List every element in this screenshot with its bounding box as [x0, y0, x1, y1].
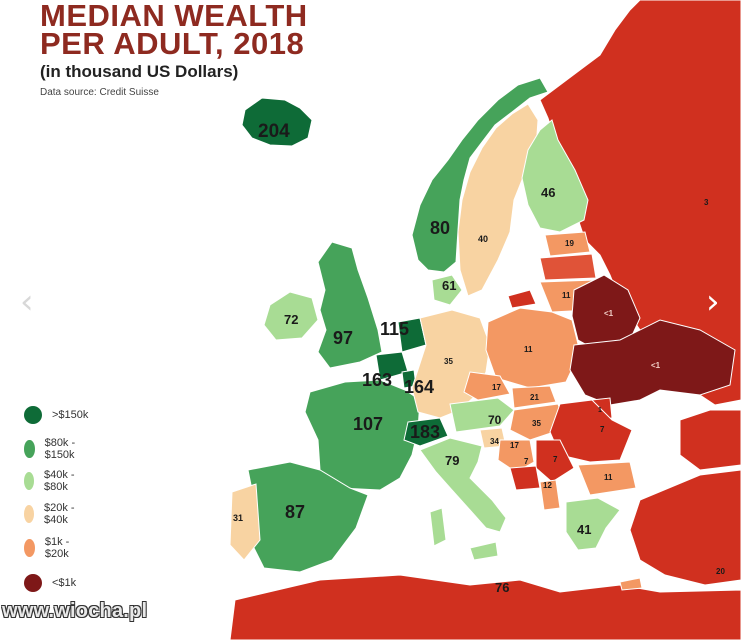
legend-label: $40k - $80k	[43, 469, 75, 493]
region-russia	[539, 0, 741, 406]
region-france	[304, 379, 421, 491]
value-russia: 3	[704, 198, 709, 207]
legend-label: <$1k	[52, 577, 77, 589]
value-netherlands: 115	[380, 319, 409, 339]
region-sardinia	[429, 507, 447, 547]
title-line-1: MEDIAN WEALTH	[40, 0, 308, 33]
region-estonia	[544, 231, 591, 257]
next-image-button[interactable]: ›	[706, 282, 720, 322]
region-uk	[317, 241, 383, 369]
region-greece	[565, 497, 621, 551]
value-belgium: 163	[362, 370, 392, 390]
value-uk: 97	[333, 328, 353, 348]
value-bulgaria: 11	[604, 473, 613, 482]
region-italy	[419, 437, 507, 533]
region-kaliningrad	[507, 289, 537, 309]
region-sicily	[469, 541, 499, 561]
country-value-labels: 204 80 40 46 61 72 97 115 163 164 107 18…	[233, 121, 725, 595]
region-norway	[411, 77, 549, 273]
region-czechia	[463, 371, 511, 401]
watermark-text: www.wiocha.pl	[2, 600, 148, 622]
value-spain: 87	[285, 502, 305, 522]
value-germany: 35	[444, 357, 453, 366]
legend-swatch	[24, 574, 42, 592]
value-france: 107	[353, 414, 383, 434]
legend-item: <$1k	[24, 572, 76, 594]
value-hungary: 35	[532, 419, 541, 428]
legend-item: $80k - $150k	[24, 437, 82, 461]
value-slovakia: 21	[530, 393, 539, 402]
value-switzerland: 183	[410, 422, 440, 442]
value-slovenia: 34	[490, 437, 499, 446]
region-cyprus	[619, 577, 643, 591]
data-source: Data source: Credit Suisse	[40, 87, 159, 98]
value-bosnia: 7	[524, 457, 529, 466]
legend-swatch	[24, 539, 35, 557]
legend-swatch	[24, 472, 34, 490]
region-portugal	[229, 483, 261, 561]
title-line-2: PER ADULT, 2018	[40, 26, 305, 61]
value-croatia: 17	[510, 441, 519, 450]
legend-item: $1k - $20k	[24, 536, 76, 560]
value-czechia: 17	[492, 383, 501, 392]
chart-subtitle: (in thousand US Dollars)	[40, 62, 239, 81]
region-austria	[449, 397, 515, 433]
legend-swatch	[24, 406, 42, 424]
region-bulgaria	[577, 461, 637, 496]
value-poland: 11	[524, 345, 533, 354]
region-caucasus	[679, 409, 741, 471]
legend-item: $20k - $40k	[24, 502, 76, 526]
region-north-africa	[229, 574, 741, 640]
value-moldova: 1	[598, 407, 602, 414]
region-sweden	[457, 103, 539, 297]
legend-swatch	[24, 505, 34, 523]
value-ukraine: <1	[651, 361, 661, 370]
legend-label: >$150k	[52, 409, 89, 421]
value-serbia: 7	[553, 455, 558, 464]
region-turkey	[629, 469, 741, 586]
value-norway: 80	[430, 218, 450, 238]
value-ireland: 72	[284, 312, 298, 327]
previous-image-button[interactable]: ‹	[20, 282, 34, 322]
region-bosnia	[509, 465, 541, 491]
region-slovakia	[511, 385, 557, 409]
value-denmark: 61	[442, 278, 456, 293]
region-ukraine	[569, 319, 736, 406]
region-denmark	[431, 274, 463, 306]
region-latvia	[539, 253, 597, 281]
region-finland	[521, 119, 589, 233]
value-iceland: 204	[258, 121, 290, 142]
region-iceland	[241, 97, 313, 147]
value-estonia: 19	[565, 239, 574, 248]
value-romania: 7	[600, 425, 605, 434]
region-serbia	[535, 439, 575, 483]
chart-title: MEDIAN WEALTH PER ADULT, 2018	[40, 0, 308, 61]
value-italy: 79	[445, 453, 459, 468]
value-albania: 12	[543, 481, 552, 490]
legend-label: $1k - $20k	[44, 536, 70, 560]
region-ireland	[263, 291, 319, 341]
value-lithuania: 11	[562, 291, 571, 300]
value-greece: 41	[577, 522, 591, 537]
value-turkey: 20	[716, 567, 725, 576]
value-malta: 76	[495, 580, 509, 595]
legend-label: $80k - $150k	[44, 437, 76, 461]
value-finland: 46	[541, 185, 555, 200]
legend-item: >$150k	[24, 404, 88, 426]
region-albania	[539, 479, 561, 511]
value-austria: 70	[488, 413, 502, 427]
legend-label: $20k - $40k	[43, 502, 75, 526]
legend-item: $40k - $80k	[24, 469, 76, 493]
value-luxembourg: 164	[404, 377, 434, 397]
value-portugal: 31	[233, 513, 243, 523]
region-switzerland	[403, 417, 449, 447]
value-sweden: 40	[478, 234, 488, 244]
value-belarus: <1	[604, 309, 614, 318]
legend-swatch	[24, 440, 35, 458]
